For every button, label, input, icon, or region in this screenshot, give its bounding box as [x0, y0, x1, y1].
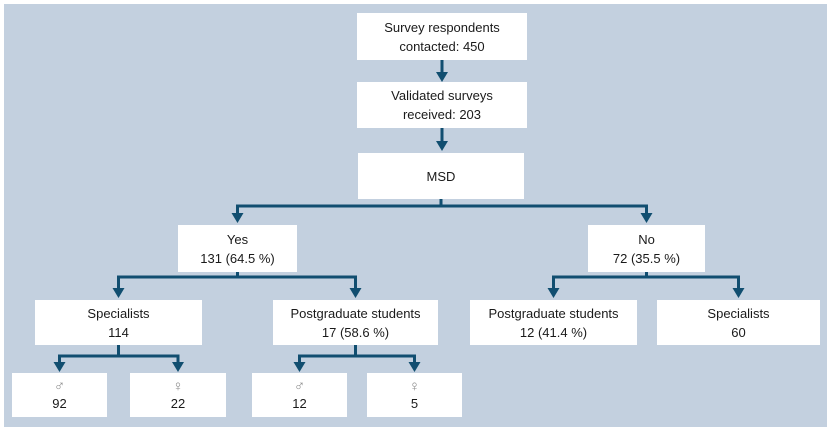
- node-value: 12: [292, 395, 307, 411]
- node-text-line: MSD: [426, 168, 456, 184]
- node-yes-postgraduate-students: Postgraduate students 17 (58.6 %): [273, 300, 438, 345]
- female-icon: ♀: [172, 377, 184, 395]
- node-text-line: Specialists: [87, 305, 150, 321]
- node-text-line: 60: [731, 324, 746, 340]
- node-survey-respondents-contacted: Survey respondents contacted: 450: [357, 13, 527, 60]
- node-msd-no: No 72 (35.5 %): [588, 225, 705, 272]
- node-postgraduates-male-count: ♂ 12: [252, 373, 347, 417]
- node-text-line: contacted: 450: [399, 38, 485, 54]
- node-specialists-female-count: ♀ 22: [130, 373, 226, 417]
- node-text-line: Postgraduate students: [290, 305, 421, 321]
- node-postgraduates-female-count: ♀ 5: [367, 373, 462, 417]
- node-text-line: 17 (58.6 %): [321, 324, 390, 340]
- node-msd-yes: Yes 131 (64.5 %): [178, 225, 297, 272]
- node-text-line: Specialists: [707, 305, 770, 321]
- node-text-line: Survey respondents: [384, 19, 500, 35]
- node-text-line: 114: [108, 324, 129, 340]
- node-value: 22: [170, 395, 186, 411]
- node-text-line: 131 (64.5 %): [200, 250, 275, 266]
- node-no-specialists: Specialists 60: [657, 300, 820, 345]
- female-icon: ♀: [408, 377, 421, 395]
- node-text-line: 72 (35.5 %): [612, 250, 681, 266]
- node-msd: MSD: [358, 153, 524, 199]
- node-text-line: No: [638, 231, 655, 247]
- node-text-line: Postgraduate students: [488, 305, 619, 321]
- node-text-line: Validated surveys: [391, 88, 493, 103]
- node-text-line: Yes: [226, 231, 249, 247]
- node-validated-surveys-received: Validated surveys received: 203: [357, 82, 527, 128]
- node-no-postgraduate-students: Postgraduate students 12 (41.4 %): [470, 300, 637, 345]
- male-icon: ♂: [53, 377, 66, 395]
- flowchart-background-panel: [4, 4, 827, 427]
- male-icon: ♂: [293, 377, 306, 395]
- node-value: 5: [410, 395, 419, 411]
- node-text-line: received: 203: [402, 107, 482, 122]
- node-text-line: 12 (41.4 %): [519, 324, 588, 340]
- node-yes-specialists: Specialists 114: [35, 300, 202, 345]
- node-value: 92: [52, 395, 67, 411]
- node-specialists-male-count: ♂ 92: [12, 373, 107, 417]
